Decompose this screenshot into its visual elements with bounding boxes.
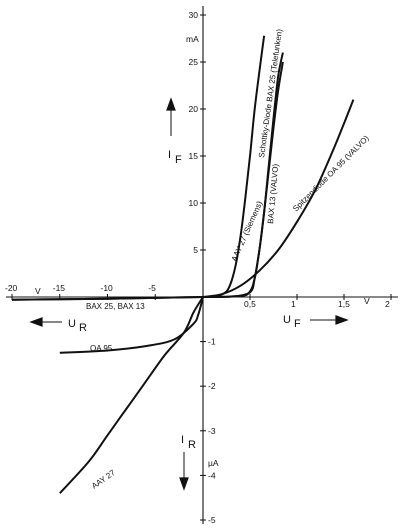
axis-label-if: I F bbox=[168, 149, 182, 166]
series-oa95-reverse bbox=[59, 296, 204, 354]
svg-text:R: R bbox=[79, 322, 87, 334]
y-tick-label-reverse: -5 bbox=[208, 515, 216, 525]
y-unit-ua: µA bbox=[208, 458, 219, 468]
svg-text:F: F bbox=[175, 154, 182, 166]
svg-text:R: R bbox=[188, 439, 196, 451]
axis-label-uf: U F bbox=[283, 314, 301, 330]
curves bbox=[11, 35, 355, 494]
y-unit-ma: mA bbox=[186, 34, 199, 44]
down-arrow-icon bbox=[179, 452, 189, 491]
right-arrow-icon bbox=[310, 315, 349, 325]
series-aay27-reverse bbox=[59, 296, 204, 494]
series-label-oa95: Spitzendiode OA 95 (VALVO) bbox=[291, 133, 371, 213]
x-tick-label-reverse: -20 bbox=[5, 283, 18, 293]
x-tick-label-forward: 1 bbox=[291, 299, 296, 309]
y-tick-label-forward: 20 bbox=[189, 104, 199, 114]
svg-text:I: I bbox=[181, 434, 184, 446]
axis-ticks bbox=[11, 14, 392, 521]
x-tick-label-forward: 1,5 bbox=[338, 299, 350, 309]
axis-label-ur: U R bbox=[68, 318, 87, 334]
y-tick-label-reverse: -1 bbox=[208, 337, 216, 347]
svg-text:U: U bbox=[68, 318, 76, 330]
y-tick-label-reverse: -3 bbox=[208, 426, 216, 436]
axis-label-ir: I R bbox=[181, 434, 196, 451]
y-tick-label-forward: 25 bbox=[189, 57, 199, 67]
y-tick-label-reverse: -2 bbox=[208, 381, 216, 391]
reverse-label-aay27: AAY 27 bbox=[90, 468, 117, 491]
y-tick-label-reverse: -4 bbox=[208, 470, 216, 480]
x-tick-label-reverse: -15 bbox=[53, 283, 66, 293]
svg-text:U: U bbox=[283, 314, 291, 326]
y-tick-label-forward: 15 bbox=[189, 151, 199, 161]
x-tick-label-forward: 2 bbox=[385, 299, 390, 309]
series-bax13-forward bbox=[202, 61, 284, 298]
up-arrow-icon bbox=[166, 97, 176, 136]
reverse-label-bax: BAX 25, BAX 13 bbox=[86, 302, 145, 311]
x-unit-reverse: V bbox=[35, 286, 41, 296]
x-unit-forward: V bbox=[364, 296, 370, 306]
x-tick-label-reverse: -10 bbox=[101, 283, 114, 293]
x-tick-label-reverse: -5 bbox=[148, 283, 156, 293]
y-tick-label-forward: 30 bbox=[189, 10, 199, 20]
left-arrow-icon bbox=[29, 317, 62, 327]
x-tick-label-forward: 0,5 bbox=[244, 299, 256, 309]
svg-text:F: F bbox=[294, 318, 301, 330]
reverse-label-oa95: OA 95 bbox=[90, 344, 113, 353]
svg-text:I: I bbox=[168, 149, 171, 161]
y-tick-label-forward: 10 bbox=[189, 198, 199, 208]
y-tick-label-forward: 5 bbox=[193, 245, 198, 255]
series-oa95-forward bbox=[202, 99, 355, 298]
axis-tick-labels: 0,5 1 1,5 2 -5 -10 -15 -20 5 10 15 20 25 30 -1 -2 -3 -4 -5 bbox=[5, 10, 390, 525]
series-bax13-reverse bbox=[11, 296, 204, 301]
